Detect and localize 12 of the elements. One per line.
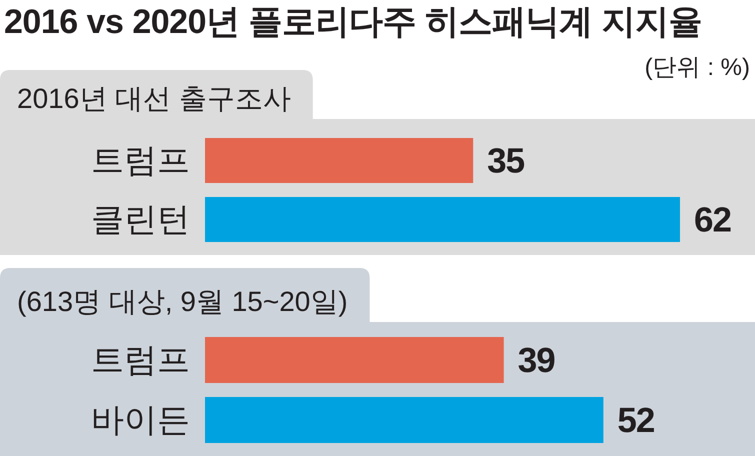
- text: (단위 : %): [644, 54, 750, 81]
- chart-title: 2016 vs 2020년 플로리다주 히스패닉계 지지율: [4, 3, 702, 41]
- chart-subtitle: (613명 대상, 9월 15~20일): [17, 286, 348, 317]
- y-tick-label: 트럼프: [91, 142, 190, 178]
- y-tick-label: 바이든: [91, 401, 190, 438]
- data-label: 39: [518, 341, 556, 380]
- data-label: 62: [694, 200, 732, 240]
- y-tick-label: 클린턴: [91, 200, 190, 238]
- data-label: 52: [617, 401, 655, 440]
- chart-subtitle: 2016년 대선 출구조사: [17, 83, 291, 114]
- y-tick-label: 트럼프: [91, 341, 190, 378]
- data-label: 35: [487, 142, 525, 180]
